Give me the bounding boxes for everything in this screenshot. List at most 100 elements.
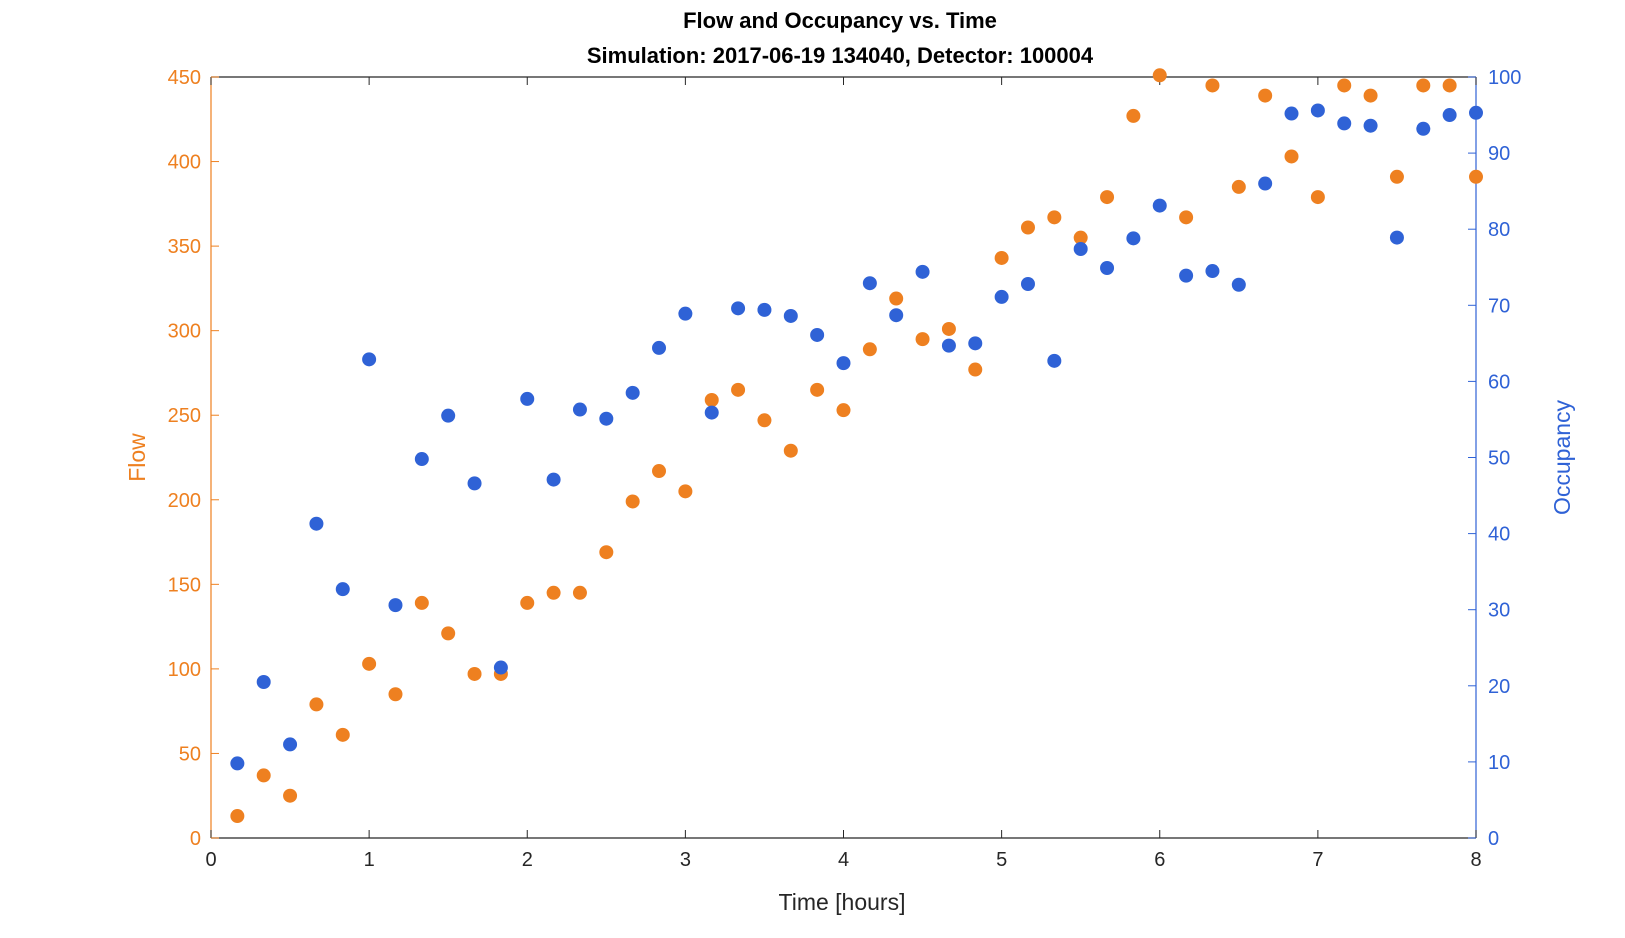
flow-point: [1389, 169, 1404, 184]
x-tick-label: 2: [522, 849, 533, 871]
y-right-tick-label: 70: [1488, 295, 1510, 317]
occupancy-point: [915, 264, 930, 279]
y-left-tick-label: 350: [168, 236, 201, 258]
occupancy-point: [1231, 277, 1246, 292]
occupancy-point: [1284, 106, 1299, 121]
occupancy-point: [731, 301, 746, 316]
y-axis-left-label: Flow: [124, 433, 150, 482]
flow-point: [810, 382, 825, 397]
flow-point: [704, 393, 719, 408]
flow-point: [941, 321, 956, 336]
flow-point: [256, 768, 271, 783]
occupancy-point: [704, 405, 719, 420]
occupancy-point: [836, 356, 851, 371]
occupancy-point: [572, 402, 587, 417]
occupancy-point: [1469, 105, 1483, 120]
flow-point: [1231, 179, 1246, 194]
flow-point: [546, 585, 561, 600]
x-tick-label: 8: [1470, 849, 1481, 871]
occupancy-point: [546, 472, 561, 487]
x-tick-label: 5: [996, 849, 1007, 871]
occupancy-point: [1152, 198, 1167, 213]
flow-point: [862, 342, 877, 357]
occupancy-point: [362, 352, 377, 367]
y-right-tick-label: 100: [1488, 67, 1521, 89]
y-right-tick-label: 40: [1488, 524, 1510, 546]
x-tick-label: 4: [838, 849, 849, 871]
flow-point: [678, 484, 693, 499]
flow-point: [968, 362, 983, 377]
occupancy-point: [1205, 264, 1220, 279]
x-tick-label: 7: [1312, 849, 1323, 871]
y-left-tick-label: 150: [168, 574, 201, 596]
occupancy-point: [520, 391, 535, 406]
flow-point: [757, 413, 772, 428]
occupancy-point: [1310, 103, 1325, 118]
flow-point: [230, 809, 245, 824]
y-left-tick-label: 300: [168, 321, 201, 343]
flow-point: [441, 626, 456, 641]
x-axis-label: Time [hours]: [779, 889, 906, 915]
x-tick-label: 6: [1154, 849, 1165, 871]
y-left-tick-label: 200: [168, 490, 201, 512]
flow-point: [1442, 78, 1457, 93]
flow-point: [1337, 78, 1352, 93]
occupancy-point: [625, 385, 640, 400]
y-right-tick-label: 90: [1488, 143, 1510, 165]
occupancy-point: [862, 276, 877, 291]
flow-point: [994, 250, 1009, 265]
occupancy-point: [1363, 118, 1378, 133]
flow-point: [889, 291, 904, 306]
flow-point: [1152, 68, 1167, 83]
flow-point: [783, 443, 798, 458]
x-tick-label: 3: [680, 849, 691, 871]
chart-title: Flow and Occupancy vs. Time: [683, 8, 997, 33]
occupancy-point: [1073, 241, 1088, 256]
flow-point: [1100, 190, 1115, 205]
occupancy-point: [388, 598, 403, 613]
y-right-tick-label: 10: [1488, 752, 1510, 774]
flow-point: [1073, 230, 1088, 245]
occupancy-point: [783, 308, 798, 323]
occupancy-point: [810, 327, 825, 342]
occupancy-point: [757, 302, 772, 317]
occupancy-point: [335, 582, 350, 597]
flow-point: [414, 595, 429, 610]
y-right-tick-label: 20: [1488, 676, 1510, 698]
y-left-tick-label: 400: [168, 152, 201, 174]
occupancy-point: [256, 674, 271, 689]
y-left-tick-label: 50: [179, 743, 201, 765]
occupancy-point: [309, 516, 324, 531]
flow-point: [915, 332, 930, 347]
occupancy-point: [994, 289, 1009, 304]
y-axis-right-label: Occupancy: [1549, 399, 1575, 515]
x-tick-label: 1: [364, 849, 375, 871]
y-left-tick-label: 100: [168, 659, 201, 681]
occupancy-point: [441, 408, 456, 423]
flow-point: [1258, 88, 1273, 103]
flow-point: [1284, 149, 1299, 164]
occupancy-point: [599, 411, 614, 426]
occupancy-point: [889, 308, 904, 323]
occupancy-point: [230, 756, 245, 771]
y-right-tick-label: 60: [1488, 371, 1510, 393]
flow-point: [731, 382, 746, 397]
flow-point: [520, 595, 535, 610]
flow-point: [362, 656, 377, 671]
plot-area: 0 1 2 3 4 5 6 7 80501001502002503003504004500102…: [168, 67, 1522, 871]
flow-point: [1310, 190, 1325, 205]
y-left-tick-label: 250: [168, 405, 201, 427]
occupancy-point: [1100, 261, 1115, 276]
occupancy-point: [1389, 230, 1404, 245]
y-right-tick-label: 80: [1488, 219, 1510, 241]
flow-point: [1469, 169, 1483, 184]
chart-subtitle: Simulation: 2017-06-19 134040, Detector:…: [587, 43, 1094, 68]
occupancy-point: [1126, 231, 1141, 246]
flow-point: [283, 788, 298, 803]
flow-point: [1179, 210, 1194, 225]
occupancy-point: [678, 306, 693, 321]
flow-point: [1126, 108, 1141, 123]
occupancy-point: [467, 476, 482, 491]
x-tick-label: 0: [205, 849, 216, 871]
